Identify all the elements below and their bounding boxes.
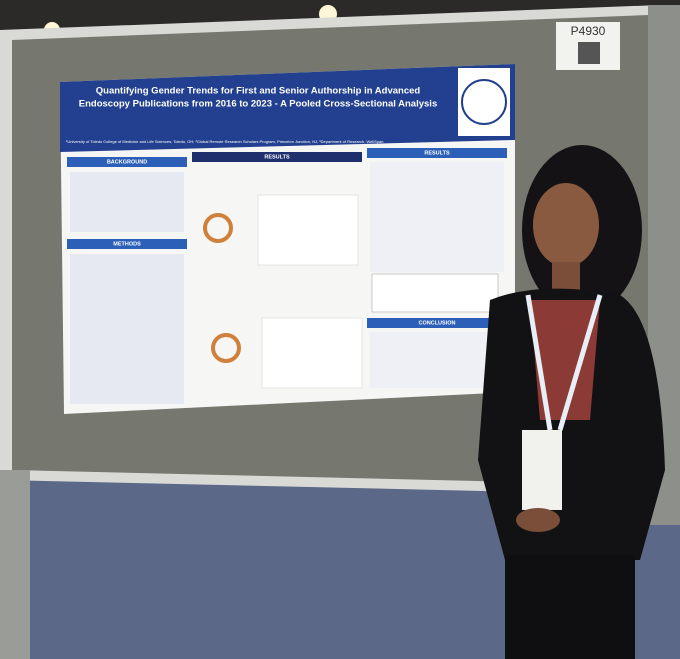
line-chart [261, 317, 363, 389]
line-chart [257, 194, 359, 266]
board-leg [0, 470, 30, 659]
neck [552, 262, 580, 292]
poster-header [60, 64, 515, 152]
section-bar [367, 318, 507, 328]
poster-title: Endoscopy Publications from 2016 to 2023… [79, 99, 437, 110]
section-bar [67, 239, 187, 249]
donut-chart [211, 333, 241, 363]
section-bar [67, 157, 187, 167]
qr-code [578, 42, 600, 64]
logo-ring [461, 79, 507, 125]
affiliations: ¹University of Toledo College of Medicin… [66, 139, 383, 144]
logo [458, 68, 510, 136]
section-title: BACKGROUND [107, 159, 147, 165]
text-block [370, 162, 504, 272]
text-block [70, 172, 184, 232]
table [371, 273, 499, 313]
section-title: METHODS [113, 241, 141, 247]
donut-chart [203, 213, 233, 243]
blouse [530, 300, 600, 420]
board-id: P4930 [571, 24, 606, 38]
section-bar [192, 152, 362, 162]
section-title: RESULTS [264, 154, 290, 160]
section-title: RESULTS [424, 150, 450, 156]
pants [505, 555, 635, 659]
badge [522, 430, 562, 510]
face [533, 183, 599, 267]
lanyard [525, 294, 603, 431]
text-block [370, 332, 504, 388]
hands [516, 508, 560, 532]
section-title: CONCLUSION [419, 320, 456, 326]
poster-title: Quantifying Gender Trends for First and … [96, 86, 421, 97]
section-bar [367, 148, 507, 158]
text-block [70, 254, 184, 404]
